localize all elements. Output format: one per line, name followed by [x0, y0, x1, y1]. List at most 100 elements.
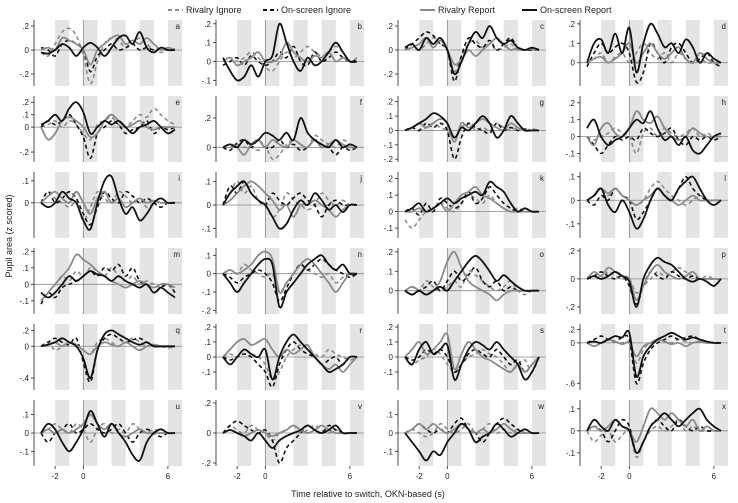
series-line-onscreen-report [404, 254, 539, 296]
shade-band [111, 248, 126, 314]
y-tick-label: -.1 [566, 150, 576, 159]
shade-band [55, 20, 70, 86]
y-tick-label: -.1 [202, 288, 212, 297]
shade-band [503, 172, 518, 238]
y-tick-label: -.1 [566, 449, 576, 458]
series-line-onscreen-report [222, 22, 358, 82]
panel-label: t [724, 326, 727, 335]
shade-band [293, 248, 308, 314]
series-line-rivalry-ignore [404, 194, 539, 229]
shade-band [265, 96, 280, 162]
series-line-onscreen-report [404, 340, 540, 381]
shade-band [55, 248, 70, 314]
y-tick-label: .1 [22, 177, 29, 186]
y-tick-label: .1 [204, 177, 211, 186]
panel-label: e [176, 98, 181, 107]
y-tick-label: 0 [571, 133, 576, 142]
y-tick-label: 0 [207, 270, 212, 279]
y-tick-label: -.2 [384, 155, 394, 164]
y-tick-label: .2 [204, 114, 211, 123]
y-tick-label: .2 [204, 323, 211, 332]
panel-label: g [540, 98, 544, 107]
y-axis-title: Pupil area (z scored) [4, 194, 14, 277]
shade-band [237, 248, 252, 314]
panel-label: c [540, 22, 544, 31]
series-line-rivalry-report [40, 341, 175, 356]
y-tick-label: .2 [22, 22, 29, 31]
series-line-onscreen-report [586, 256, 722, 308]
shade-band [55, 96, 70, 162]
shade-band [475, 96, 490, 162]
shade-band [83, 20, 98, 86]
y-tick-label: 0 [25, 46, 30, 55]
shade-band [55, 324, 70, 390]
panel-h: .2 .1 0 -.1 h [566, 96, 728, 162]
y-tick-label: .2 [22, 247, 29, 256]
shade-band [167, 172, 182, 238]
panel-label: v [358, 402, 362, 411]
y-tick-label: -.1 [202, 225, 212, 234]
panel-w: .1 0 -.1 w -2 0 6 [384, 400, 546, 481]
shade-band [419, 172, 434, 238]
y-tick-label: 0 [389, 287, 394, 296]
y-tick-label: .2 [386, 175, 393, 184]
series-line-onscreen-report [222, 180, 358, 230]
panel-label: a [176, 22, 181, 31]
panel-label: k [540, 174, 545, 183]
panel-label: n [358, 250, 362, 259]
series-line-onscreen-report [586, 22, 722, 74]
shade-band [657, 248, 672, 314]
series-line-onscreen-ignore [222, 420, 357, 464]
y-tick-label: -.1 [384, 224, 394, 233]
shade-band [83, 96, 98, 162]
shade-band [349, 20, 364, 86]
panel-t: .2 0 -.6 t [566, 324, 728, 390]
series-line-onscreen-report [404, 25, 540, 76]
shade-band [531, 248, 546, 314]
legend-label-onscreen-report: On-screen Report [540, 5, 612, 15]
y-tick-label: .2 [568, 20, 575, 29]
series-line-rivalry-ignore [222, 45, 358, 72]
series-line-rivalry-ignore [40, 266, 176, 302]
y-tick-label: -.2 [566, 303, 576, 312]
panel-c: .2 0 -.2 c [384, 20, 546, 86]
series-line-rivalry-ignore [586, 418, 721, 459]
series-line-onscreen-report [586, 407, 722, 454]
x-tick-label: 0 [627, 472, 632, 481]
series-line-rivalry-ignore [404, 270, 540, 296]
y-tick-label: 0 [25, 280, 30, 289]
y-tick-label: 0 [25, 123, 30, 132]
shade-band [293, 96, 308, 162]
shade-band [293, 20, 308, 86]
series-line-onscreen-report [586, 175, 722, 230]
shade-band [601, 96, 616, 162]
series-line-onscreen-report [40, 329, 175, 380]
panel-q: .2 0 -.4 q [20, 324, 182, 390]
y-tick-label: .2 [22, 326, 29, 335]
series-line-rivalry-report [40, 190, 175, 215]
panel-b: .2 .1 0 -.1 b [202, 20, 364, 86]
series-line-onscreen-report [40, 101, 176, 135]
y-tick-label: .2 [386, 248, 393, 257]
y-tick-label: 0 [571, 427, 576, 436]
shade-band [55, 172, 70, 238]
panel-j: .1 0 -.1 j [202, 172, 364, 238]
shade-band [685, 20, 700, 86]
shade-band [657, 400, 672, 466]
y-tick-label: 0 [207, 201, 212, 210]
series-line-onscreen-report [40, 410, 176, 462]
shade-band [531, 20, 546, 86]
panel-label: q [176, 326, 180, 335]
y-tick-label: -.1 [20, 447, 30, 456]
y-tick-label: .1 [386, 267, 393, 276]
shade-band [321, 96, 336, 162]
y-tick-label: 0 [207, 143, 212, 152]
y-tick-label: -.1 [384, 141, 394, 150]
y-tick-label: .1 [204, 39, 211, 48]
panel-n: .1 0 -.1 -.2 n [202, 248, 364, 315]
y-tick-label: 0 [571, 59, 576, 68]
panel-a: .2 0 -.2 a [20, 20, 182, 86]
y-tick-label: 0 [571, 339, 576, 348]
shade-band [713, 20, 728, 86]
